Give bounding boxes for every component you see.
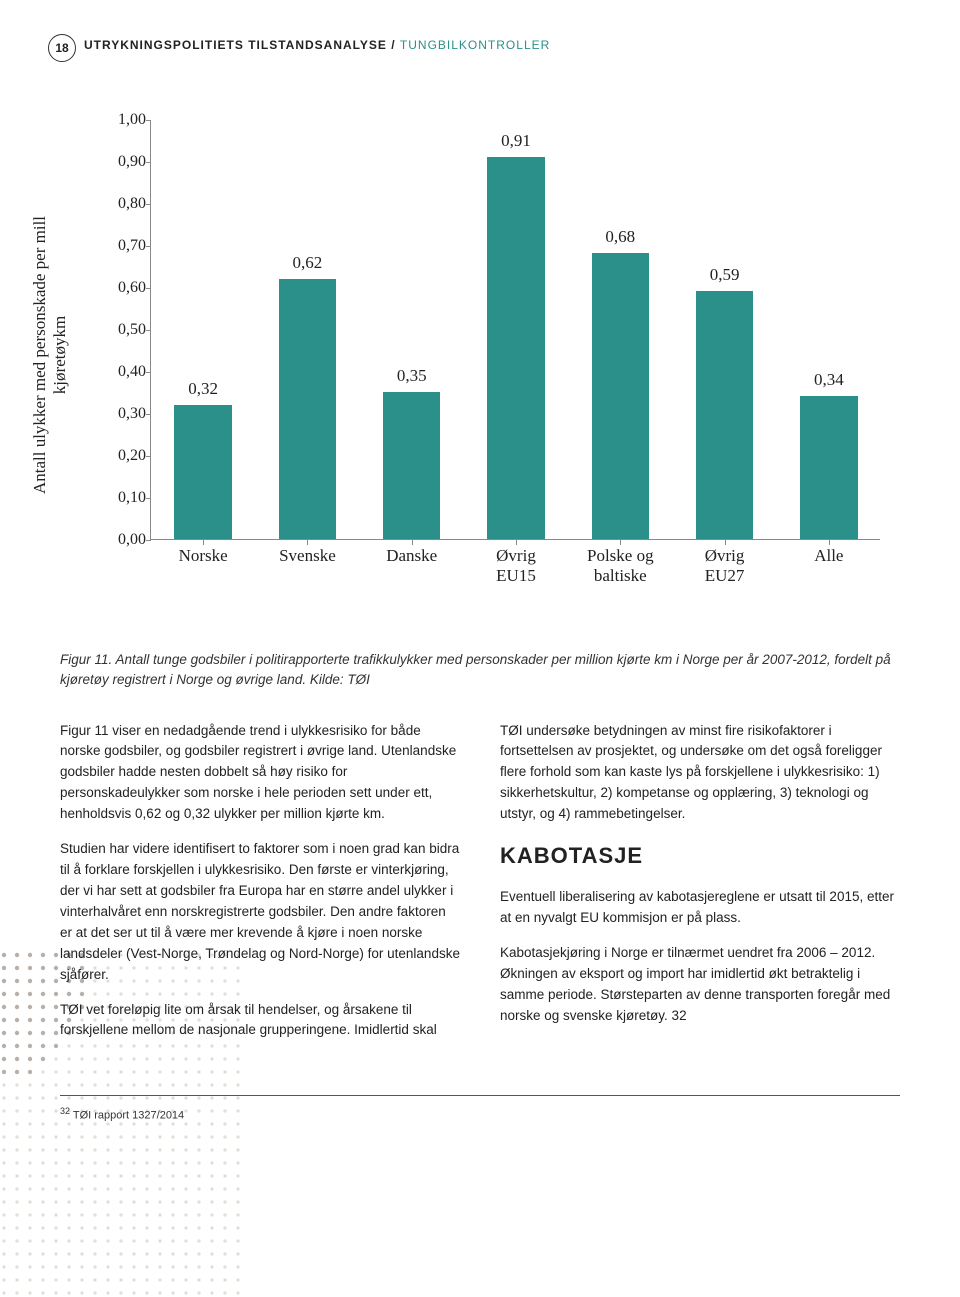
chart-ytick-mark xyxy=(146,456,151,457)
header-sep: / xyxy=(387,38,400,52)
chart-bar-value: 0,62 xyxy=(272,253,342,273)
chart-ytick: 0,40 xyxy=(101,363,146,381)
body-para: Figur 11 viser en nedadgående trend i ul… xyxy=(60,721,460,826)
chart-ytick-mark xyxy=(146,120,151,121)
bar-chart: Antall ulykker med personskade per millk… xyxy=(80,120,900,590)
chart-ytick: 0,70 xyxy=(101,237,146,255)
body-para: Eventuell liberalisering av kabotasjereg… xyxy=(500,887,900,929)
chart-ytick-mark xyxy=(146,162,151,163)
chart-xtick-mark xyxy=(516,540,517,545)
right-column: TØI undersøke betydningen av minst fire … xyxy=(500,721,900,1056)
chart-bar-value: 0,32 xyxy=(168,379,238,399)
chart-bar xyxy=(487,157,544,539)
body-para: TØI vet foreløpig lite om årsak til hend… xyxy=(60,1000,460,1042)
chart-bar xyxy=(800,396,857,539)
chart-ytick: 1,00 xyxy=(101,111,146,129)
chart-xtick: Norske xyxy=(148,546,258,566)
page-number: 18 xyxy=(55,41,68,55)
chart-xtick-mark xyxy=(412,540,413,545)
chart-ytick-mark xyxy=(146,498,151,499)
body-para: TØI undersøke betydningen av minst fire … xyxy=(500,721,900,826)
footnote-marker: 32 xyxy=(60,1106,70,1116)
chart-bar xyxy=(696,291,753,539)
chart-ytick: 0,80 xyxy=(101,195,146,213)
chart-xtick: Svenske xyxy=(252,546,362,566)
section-heading: KABOTASJE xyxy=(500,839,900,873)
chart-xtick: Polske ogbaltiske xyxy=(565,546,675,587)
chart-xtick: ØvrigEU27 xyxy=(670,546,780,587)
body-para: Kabotasjekjøring i Norge er tilnærmet ue… xyxy=(500,943,900,1027)
chart-xtick: ØvrigEU15 xyxy=(461,546,571,587)
chart-ytick-mark xyxy=(146,204,151,205)
chart-bar xyxy=(279,279,336,539)
chart-ytick: 0,30 xyxy=(101,405,146,423)
chart-xtick-mark xyxy=(203,540,204,545)
chart-bar xyxy=(383,392,440,539)
chart-xtick-mark xyxy=(620,540,621,545)
footnote-text: TØI rapport 1327/2014 xyxy=(73,1110,184,1122)
body-columns: Figur 11 viser en nedadgående trend i ul… xyxy=(60,721,900,1056)
chart-ytick-mark xyxy=(146,246,151,247)
chart-bar-value: 0,34 xyxy=(794,370,864,390)
chart-yaxis-label: Antall ulykker med personskade per millk… xyxy=(30,216,70,494)
chart-ytick: 0,00 xyxy=(101,531,146,549)
chart-xtick: Danske xyxy=(357,546,467,566)
chart-xtick: Alle xyxy=(774,546,884,566)
chart-ytick-mark xyxy=(146,372,151,373)
chart-bar-value: 0,68 xyxy=(585,227,655,247)
chart-xtick-mark xyxy=(307,540,308,545)
chart-ytick: 0,10 xyxy=(101,489,146,507)
chart-ytick: 0,50 xyxy=(101,321,146,339)
chart-bar-value: 0,91 xyxy=(481,131,551,151)
page-number-badge: 18 xyxy=(48,34,76,62)
header-title-main: UTRYKNINGSPOLITIETS TILSTANDSANALYSE xyxy=(84,38,387,52)
chart-ytick-mark xyxy=(146,540,151,541)
left-column: Figur 11 viser en nedadgående trend i ul… xyxy=(60,721,460,1056)
chart-bar-value: 0,59 xyxy=(690,265,760,285)
chart-xtick-mark xyxy=(829,540,830,545)
chart-plot-area: 0,000,100,200,300,400,500,600,700,800,90… xyxy=(150,120,880,540)
figure-caption: Figur 11. Antall tunge godsbiler i polit… xyxy=(60,650,900,691)
chart-bar-value: 0,35 xyxy=(377,366,447,386)
figure-caption-text: Antall tunge godsbiler i politirapporter… xyxy=(60,652,891,687)
header-title-sub: TUNGBILKONTROLLER xyxy=(400,38,550,52)
chart-xtick-mark xyxy=(725,540,726,545)
footnote: 32 TØI rapport 1327/2014 xyxy=(60,1106,900,1122)
chart-ytick-mark xyxy=(146,414,151,415)
chart-bar xyxy=(174,405,231,539)
chart-ytick: 0,60 xyxy=(101,279,146,297)
chart-ytick-mark xyxy=(146,330,151,331)
figure-label: Figur 11. xyxy=(60,652,112,667)
chart-ytick: 0,20 xyxy=(101,447,146,465)
footnote-rule xyxy=(60,1095,900,1096)
body-para: Studien har videre identifisert to fakto… xyxy=(60,839,460,985)
chart-bar xyxy=(592,253,649,539)
chart-ytick: 0,90 xyxy=(101,153,146,171)
chart-ytick-mark xyxy=(146,288,151,289)
page-header: UTRYKNINGSPOLITIETS TILSTANDSANALYSE / T… xyxy=(84,38,550,52)
